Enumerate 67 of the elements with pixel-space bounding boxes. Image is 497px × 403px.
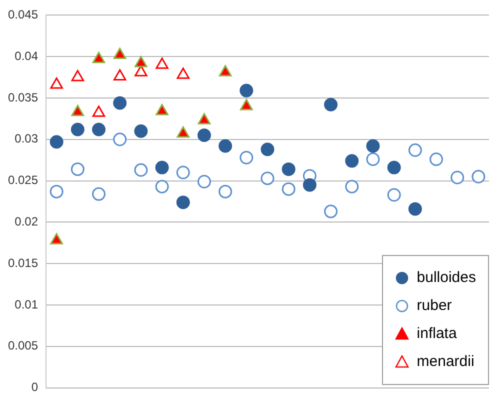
point [387,160,401,174]
point [176,126,190,138]
y-tick-label: 0.035 [8,90,38,104]
y-tick-label: 0.02 [14,214,38,229]
point [408,202,422,216]
y-tick-label: 0 [31,380,38,394]
point [197,174,211,188]
legend-label: ruber [416,296,452,316]
legend-label: inflata [416,324,457,344]
point [387,188,401,202]
point [198,113,211,124]
point [92,52,106,64]
point [155,160,169,174]
y-tick-label: 0.015 [8,256,38,270]
point [156,104,168,116]
legend-label: menardii [416,352,474,372]
point [430,152,444,166]
point [282,162,296,176]
point [71,70,84,82]
point [366,139,380,153]
point [176,166,190,180]
point [134,124,148,138]
point [134,163,148,177]
point [282,182,296,196]
point [302,178,316,192]
point [345,154,359,168]
y-tick-label: 0.025 [8,173,38,188]
point [92,122,106,136]
point [472,170,486,184]
legend-label: bulloides [416,268,476,288]
point [408,143,422,157]
point [156,58,168,69]
y-tick-label: 0.01 [14,297,38,312]
point [155,180,169,194]
y-tick-label: 0.04 [14,48,38,63]
point [197,128,211,142]
point [218,184,232,198]
point [324,204,338,218]
point [113,69,126,80]
point [113,96,127,110]
y-tick-label: 0.045 [8,8,38,22]
point [240,84,254,98]
point [92,187,106,201]
point [134,56,148,68]
point [70,162,84,176]
point [218,139,232,153]
point [324,98,338,112]
y-tick-label: 0.03 [14,132,38,146]
point [50,184,64,198]
point [260,142,274,156]
point [92,106,106,117]
point [345,180,359,194]
point [113,48,126,59]
point [113,132,127,146]
point [50,78,63,89]
point [218,65,232,76]
point [50,135,64,149]
point [70,122,84,136]
point [260,172,274,186]
y-tick-label: 0.005 [8,338,38,353]
point [176,196,190,210]
point [450,170,464,184]
point [71,104,84,116]
point [240,99,253,110]
point [176,68,190,79]
point [366,152,380,166]
point [240,150,254,164]
